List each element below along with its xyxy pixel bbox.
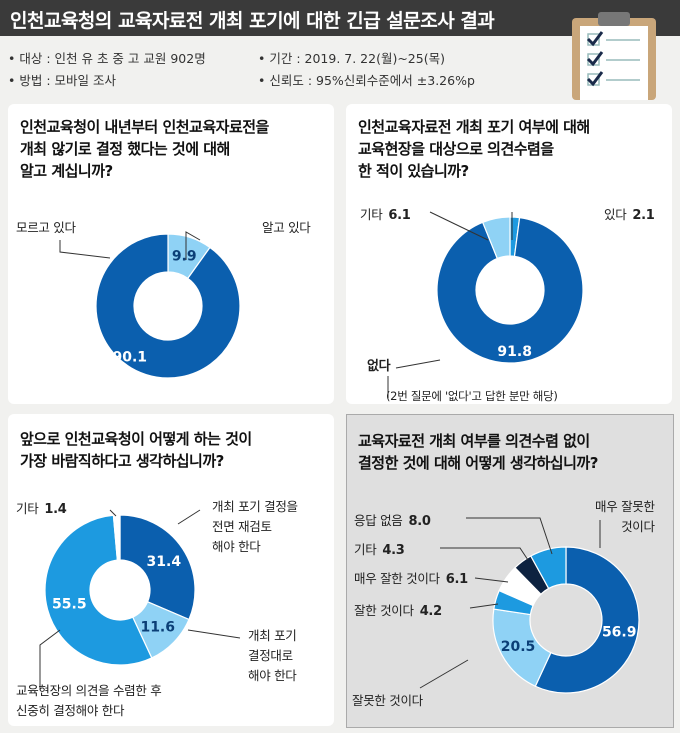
- label-c4-very-bad: 매우 잘못한 것이다: [595, 499, 655, 534]
- label-c3-etc: 기타 1.4: [16, 501, 67, 517]
- chart4-value-0: 56.9: [602, 625, 637, 641]
- chart3-slice-2: [44, 514, 153, 666]
- chart3-value-0: 31.4: [147, 554, 182, 570]
- label-c2-no: 없다: [367, 359, 391, 374]
- chart4-slice-5: [530, 546, 567, 590]
- chart1-value-1: 90.1: [113, 349, 148, 365]
- clipboard-icon: [568, 10, 664, 100]
- label-c1-dont: 모르고 있다: [16, 220, 76, 235]
- label-c4-good: 잘한 것이다 4.2: [354, 603, 442, 619]
- chart2-slice-1: [436, 216, 584, 364]
- header-bar: 인천교육청의 교육자료전 개최 포기에 대한 긴급 설문조사 결과: [0, 0, 680, 36]
- label-c4-bad: 잘못한 것이다: [352, 693, 423, 708]
- page-title: 인천교육청의 교육자료전 개최 포기에 대한 긴급 설문조사 결과: [10, 10, 495, 32]
- label-c2-yes: 있다 2.1: [604, 207, 655, 223]
- question-3: 앞으로 인천교육청이 어떻게 하는 것이 가장 바람직하다고 생각하십니까?: [20, 430, 252, 470]
- label-c3-reconsider: 개최 포기 결정을 전면 재검토 해야 한다: [212, 499, 298, 554]
- note-text: (2번 질문에 '없다'고 답한 분만 해당): [386, 389, 558, 403]
- chart3-value-1: 11.6: [140, 620, 175, 636]
- label-c4-no-response: 응답 없음 8.0: [354, 513, 431, 529]
- chart3-slice-0: [119, 514, 196, 621]
- chart2-value-1: 91.8: [497, 344, 532, 360]
- chart4-value-1: 20.5: [501, 639, 536, 655]
- label-c1-know: 알고 있다: [262, 220, 311, 235]
- chart2-slice-2: [481, 216, 511, 260]
- question-1: 인천교육청이 내년부터 인천교육자료전을 개최 않기로 결정 했다는 것에 대해 알…: [20, 118, 269, 180]
- label-c3-consult: 교육현장의 의견을 수렴한 후 신중히 결정해야 한다: [16, 683, 162, 718]
- info-period: • 기간 : 2019. 7. 22(월)~25(목): [258, 51, 445, 66]
- chart1-value-0: 9.9: [172, 249, 197, 265]
- label-c4-etc: 기타 4.3: [354, 542, 405, 558]
- info-method: • 방법 : 모바일 조사: [8, 73, 116, 88]
- chart3-value-2: 55.5: [52, 597, 87, 613]
- label-c3-follow: 개최 포기 결정대로 해야 한다: [248, 628, 297, 683]
- info-target: • 대상 : 인천 유 초 중 고 교원 902명: [8, 51, 206, 66]
- chart4-slice-0: [534, 546, 640, 694]
- info-reliability: • 신뢰도 : 95%신뢰수준에서 ±3.26%p: [258, 73, 475, 88]
- question-2: 인천교육자료전 개최 포기 여부에 대해 교육현장을 대상으로 의견수렴을 한 적이…: [358, 118, 590, 180]
- question-4: 교육자료전 개최 여부를 의견수렴 없이 결정한 것에 대해 어떻게 생각하십니까…: [358, 432, 598, 472]
- label-c2-etc: 기타 6.1: [360, 207, 411, 223]
- label-c4-very-good: 매우 잘한 것이다 6.1: [354, 571, 468, 587]
- chart1-slice-1: [95, 233, 241, 379]
